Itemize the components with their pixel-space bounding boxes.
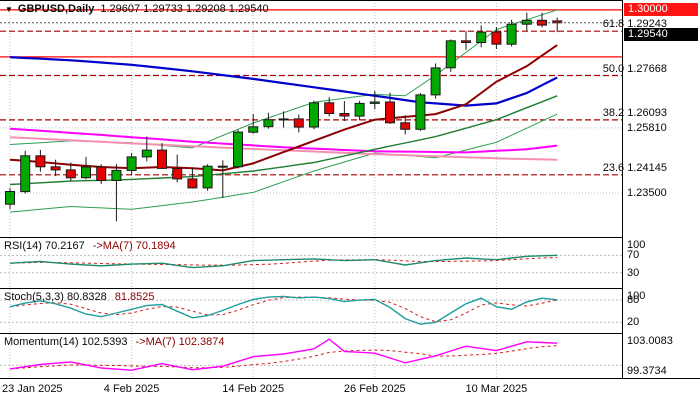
stochastic-chart[interactable] [0,289,622,333]
time-axis[interactable]: 23 Jan 2025 4 Feb 2025 14 Feb 2025 26 Feb 2… [0,380,700,400]
indicator-axis-label: 99.3734 [627,364,667,377]
stochastic-value-label: Stoch(5,3,3) 80.8328 [4,291,107,303]
ohlc-values: 1.29607 1.29733 1.29208 1.29540 [100,3,269,15]
indicator-axis-label: 20 [627,316,640,329]
symbol-timeframe-label: GBPUSD,Daily [17,3,95,15]
date-label: 23 Jan 2025 [2,383,63,395]
stochastic-panel: Stoch(5,3,3) 80.8328 81.8525 [0,289,622,333]
indicator-axis-label: 80 [627,294,640,307]
panel-separator[interactable] [0,333,700,334]
indicator-axis-label: 100 [627,290,646,302]
rsi-label: RSI(14) 70.2167 ->MA(7) 70.1894 [4,240,176,252]
candlestick-chart[interactable] [0,0,622,237]
indicator-axis-label: 30 [627,266,640,279]
date-label: 10 Mar 2025 [465,383,528,395]
indicator-axis-label: 100 [627,239,646,251]
window-top-border [0,0,700,1]
rsi-panel: RSI(14) 70.2167 ->MA(7) 70.1894 [0,238,622,288]
price-axis-label: 1.23500 [627,186,667,199]
rsi-ma-label: ->MA(7) 70.1894 [92,240,176,252]
price-badge: 1.29540 [624,27,698,41]
date-label: 4 Feb 2025 [103,383,160,395]
panel-separator[interactable] [0,237,700,238]
stochastic-signal-label: 81.8525 [114,291,155,303]
momentum-ma-label: ->MA(7) 102.3874 [135,336,225,348]
panel-separator [0,378,700,379]
price-badge: 1.30000 [624,3,698,17]
indicator-axis-label: 103.0083 [627,335,673,347]
chart-title: ▼ GBPUSD,Daily 1.29607 1.29733 1.29208 1.2… [5,3,269,15]
symbol-dropdown-icon[interactable]: ▼ [5,5,13,14]
rsi-value-label: RSI(14) 70.2167 [4,240,85,252]
momentum-value-label: Momentum(14) 102.5393 [4,336,128,348]
price-axis-border [622,0,623,378]
rsi-chart[interactable] [0,238,622,288]
momentum-chart[interactable] [0,334,622,378]
price-chart-panel: ▼ GBPUSD,Daily 1.29607 1.29733 1.29208 1.2… [0,0,622,237]
momentum-label: Momentum(14) 102.5393 ->MA(7) 102.3874 [4,336,224,348]
momentum-panel: Momentum(14) 102.5393 ->MA(7) 102.3874 [0,334,622,378]
indicator-axis-label: 70 [627,249,640,262]
panel-separator[interactable] [0,288,700,289]
stochastic-label: Stoch(5,3,3) 80.8328 81.8525 [4,291,155,303]
date-label: 14 Feb 2025 [222,383,285,395]
price-axis-label: 1.25810 [627,121,667,134]
date-label: 26 Feb 2025 [343,383,406,395]
price-axis[interactable]: 100 70 30 100 80 20 103.0083 99.3734 1.25810 1.23… [623,0,700,378]
